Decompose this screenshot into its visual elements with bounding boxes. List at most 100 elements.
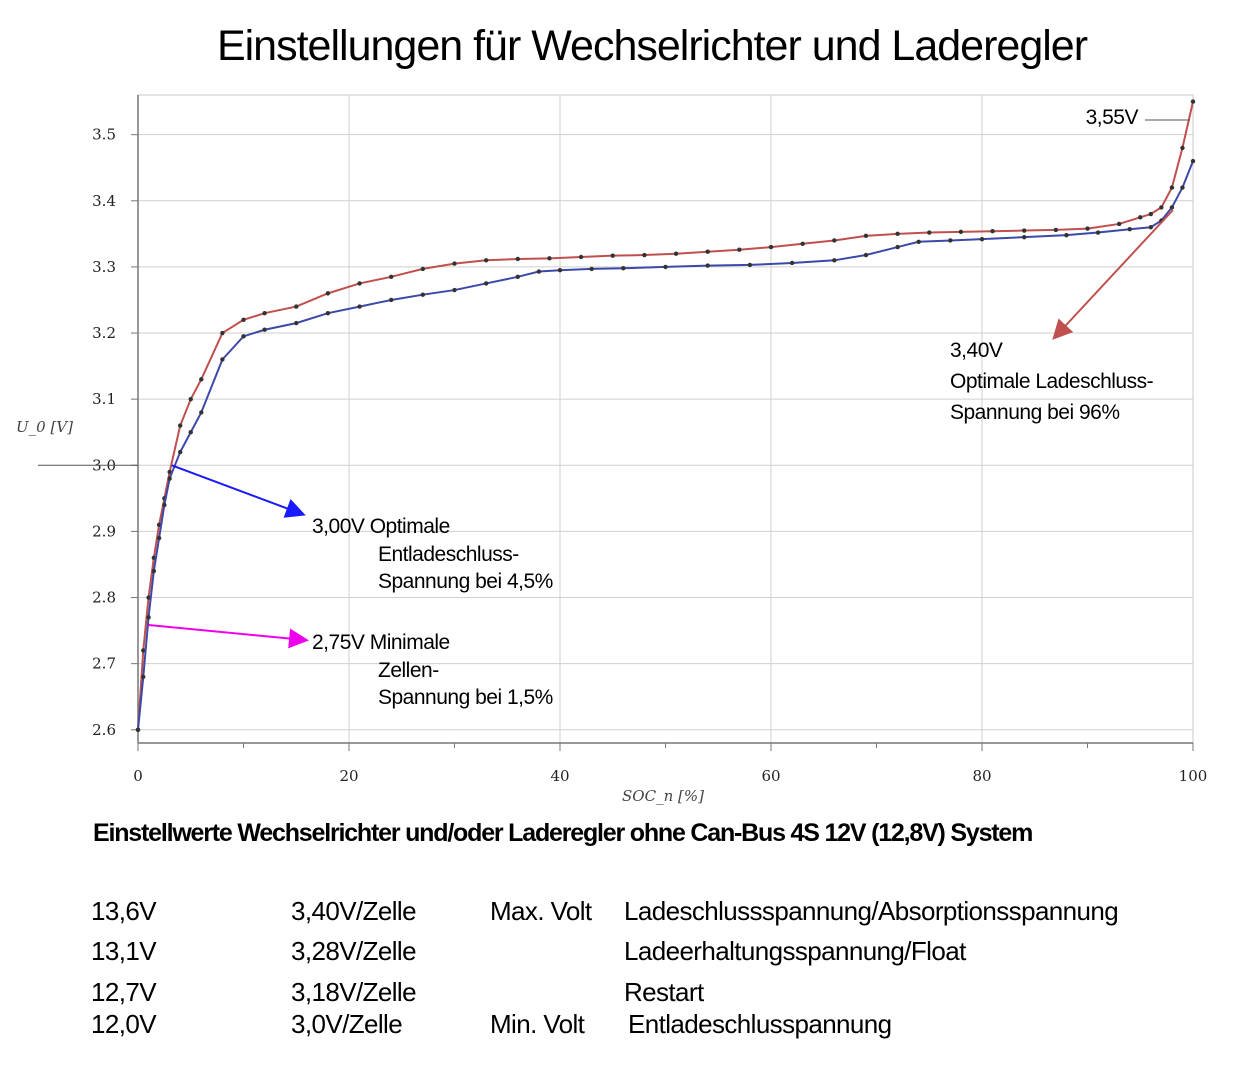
- data-point: [990, 229, 995, 234]
- data-point: [135, 727, 141, 732]
- data-point: [589, 266, 594, 272]
- x-tick-label: 80: [972, 767, 991, 785]
- system-voltage: 13,6V: [91, 896, 157, 926]
- data-point: [610, 253, 615, 258]
- data-point: [325, 291, 331, 296]
- chart-series: [135, 99, 1196, 732]
- data-point: [1169, 185, 1175, 190]
- data-point: [1021, 234, 1027, 240]
- data-point: [1148, 225, 1154, 230]
- data-point: [863, 233, 869, 239]
- data-point: [547, 256, 552, 261]
- min-cell-label: Zellen-: [378, 659, 439, 682]
- min-cell-arrow: [148, 624, 309, 649]
- data-point: [167, 469, 172, 475]
- y-tick-label: 2.8: [92, 589, 116, 607]
- data-point: [483, 281, 489, 286]
- data-point: [789, 260, 795, 266]
- data-point: [220, 330, 225, 336]
- data-point: [1190, 158, 1196, 164]
- data-point: [1180, 145, 1185, 151]
- data-point: [357, 281, 362, 286]
- data-point: [178, 449, 183, 455]
- data-point: [737, 247, 742, 252]
- data-point: [294, 320, 299, 326]
- data-point: [357, 304, 362, 309]
- data-point: [294, 304, 299, 309]
- charge-cutoff-label: 3,40V: [950, 339, 1003, 362]
- data-point: [1159, 205, 1164, 210]
- cell-voltage: 3,40V/Zelle: [291, 896, 417, 926]
- discharge-cutoff-label: Entladeschluss-: [378, 543, 519, 566]
- data-point: [389, 274, 394, 280]
- data-point: [705, 263, 710, 268]
- x-tick-label: 100: [1179, 767, 1208, 785]
- data-point: [663, 264, 668, 270]
- y-tick-label: 3.4: [92, 192, 116, 210]
- data-point: [1053, 227, 1059, 233]
- data-point: [578, 254, 584, 260]
- system-voltage: 12,7V: [91, 977, 157, 1007]
- data-point: [948, 238, 953, 243]
- voltage-mode: Max. Volt: [490, 896, 592, 926]
- voltage-description: Ladeerhaltungsspannung/Float: [624, 936, 966, 966]
- x-axis-label: SOC_n [%]: [622, 787, 704, 805]
- data-point: [536, 269, 542, 274]
- voltage-description: Ladeschlussspannung/Absorptionsspannung: [624, 896, 1119, 926]
- chart-grid: [137, 94, 1194, 744]
- data-point: [1064, 232, 1069, 238]
- data-point: [199, 410, 204, 415]
- min-cell-label: Spannung bei 1,5%: [378, 686, 553, 709]
- x-tick-label: 0: [133, 767, 143, 785]
- data-point: [800, 241, 805, 246]
- x-tick-label: 40: [550, 767, 569, 785]
- data-point: [420, 292, 426, 297]
- y-tick-label: 3.2: [92, 324, 116, 342]
- discharge-cutoff-label: 3,00V Optimale: [312, 515, 450, 538]
- cell-voltage: 3,28V/Zelle: [291, 936, 417, 966]
- data-point: [832, 238, 837, 243]
- data-point: [747, 262, 753, 268]
- data-point: [146, 595, 151, 600]
- voltage-description: Restart: [624, 977, 704, 1007]
- data-point: [141, 648, 146, 653]
- y-tick-label: 3.5: [92, 126, 116, 144]
- settings-heading: Einstellwerte Wechselrichter und/oder La…: [93, 819, 1033, 847]
- data-point: [1190, 99, 1196, 104]
- voltage-mode: Min. Volt: [490, 1009, 585, 1039]
- data-point: [151, 568, 157, 574]
- data-point: [241, 334, 246, 339]
- data-point: [1148, 211, 1154, 217]
- cell-voltage: 3,0V/Zelle: [291, 1009, 403, 1039]
- data-point: [515, 256, 520, 262]
- page-title: Einstellungen für Wechselrichter und Lad…: [216, 22, 1088, 70]
- charge-cutoff-arrow: [1052, 209, 1174, 340]
- data-point: [927, 230, 932, 235]
- data-point: [452, 261, 457, 266]
- data-point: [262, 327, 267, 332]
- soc-voltage-chart: 0 20 40 60 80 1002.62.72.82.93.03.13.23.33.43…: [16, 94, 1207, 805]
- data-point: [1127, 227, 1132, 232]
- data-point: [483, 258, 489, 263]
- system-voltage: 13,1V: [91, 936, 157, 966]
- data-point: [895, 231, 900, 237]
- data-point: [220, 357, 225, 362]
- data-point: [420, 266, 426, 272]
- voltage-description: Entladeschlusspannung: [628, 1009, 892, 1039]
- data-point: [1180, 185, 1185, 190]
- chart-axes: 0 20 40 60 80 1002.62.72.82.93.03.13.23.33.43…: [16, 95, 1207, 805]
- data-point: [673, 251, 679, 256]
- data-point: [141, 674, 146, 680]
- charge-cutoff-label: Spannung bei 96%: [950, 401, 1120, 424]
- data-point: [863, 252, 869, 258]
- data-point: [621, 266, 626, 271]
- data-point: [557, 268, 563, 273]
- data-point: [389, 297, 394, 303]
- charge-cutoff-label: Optimale Ladeschluss-: [950, 370, 1154, 393]
- data-point: [156, 535, 162, 541]
- data-point: [1138, 215, 1143, 220]
- y-tick-label: 2.6: [92, 721, 116, 739]
- y-tick-label: 2.9: [92, 522, 116, 540]
- data-point: [1095, 230, 1101, 235]
- data-point: [705, 249, 710, 254]
